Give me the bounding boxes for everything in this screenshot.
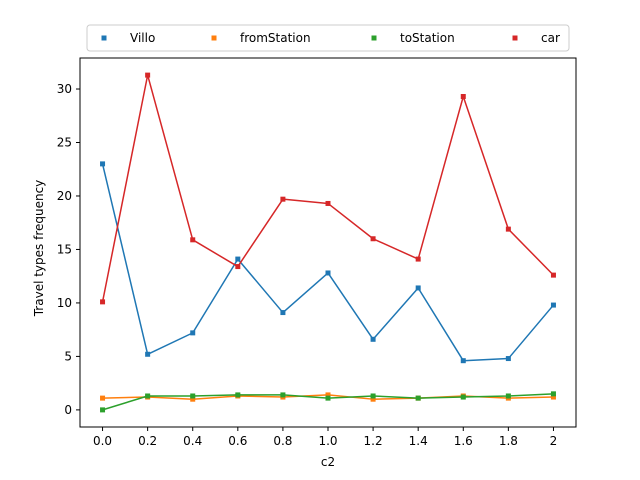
data-point-villo [280,310,286,316]
data-point-tostation [460,394,466,400]
legend-label-tostation: toStation [400,31,455,45]
data-point-car [100,299,106,305]
data-point-car [280,196,286,202]
data-point-villo [190,330,196,336]
plot-frame [79,57,577,428]
data-point-car [415,256,421,262]
data-point-fromstation [325,392,331,398]
plot-area [79,57,577,428]
data-point-tostation [550,391,556,397]
x-tick-label: 2 [550,434,558,448]
x-tick-label: 0.6 [228,434,247,448]
data-point-tostation [280,392,286,398]
y-tick-label: 25 [57,135,72,149]
data-point-car [550,272,556,278]
data-point-villo [100,161,106,167]
legend-label-villo: Villo [130,31,155,45]
data-point-villo [550,302,556,308]
legend-marker-tostation [371,35,377,41]
y-axis: 0 5 10 15 20 25 30 [57,82,80,417]
data-point-car [505,226,511,232]
data-point-car [370,236,376,242]
legend-label-car: car [541,31,560,45]
y-tick-label: 10 [57,296,72,310]
x-tick-label: 1.0 [318,434,337,448]
data-point-tostation [190,393,196,399]
x-tick-label: 0.2 [138,434,157,448]
data-point-fromstation [100,395,106,401]
data-point-tostation [370,393,376,399]
x-axis: 0.0 0.2 0.4 0.6 0.8 1.0 1.2 1.4 1.6 1.8 2 [93,427,557,448]
data-point-villo [415,285,421,291]
data-point-tostation [325,395,331,401]
series-tostation [100,391,556,413]
legend-label-fromstation: fromStation [240,31,311,45]
legend-box [86,24,570,52]
y-axis-label: Travel types frequency [32,180,46,318]
data-point-villo [235,256,241,262]
data-point-car [235,264,241,270]
x-tick-label: 1.4 [409,434,428,448]
x-tick-label: 0.4 [183,434,202,448]
x-axis-label: c2 [321,455,335,469]
data-point-villo [325,270,331,276]
legend-marker-car [512,35,518,41]
data-point-villo [460,358,466,364]
y-tick-label: 15 [57,242,72,256]
data-point-car [325,200,331,206]
legend: Villo fromStation toStation car [86,24,570,52]
data-point-car [145,72,151,78]
data-point-fromstation [370,396,376,402]
data-point-fromstation [550,394,556,400]
legend-marker-villo [101,35,107,41]
data-point-tostation [235,392,241,398]
y-tick-label: 5 [64,349,72,363]
data-point-villo [145,351,151,357]
legend-marker-fromstation [211,35,217,41]
x-tick-label: 1.8 [499,434,518,448]
x-tick-label: 0.0 [93,434,112,448]
y-tick-label: 30 [57,82,72,96]
series-car [100,72,556,305]
data-point-villo [370,336,376,342]
data-point-villo [505,356,511,362]
x-tick-label: 1.2 [364,434,383,448]
data-point-tostation [505,393,511,399]
series-layer [100,72,556,413]
data-point-tostation [100,407,106,413]
data-point-car [190,237,196,243]
data-point-fromstation [190,396,196,402]
x-tick-label: 0.8 [273,434,292,448]
data-point-tostation [415,395,421,401]
data-point-tostation [145,393,151,399]
data-point-car [460,94,466,100]
x-tick-label: 1.6 [454,434,473,448]
y-tick-label: 20 [57,189,72,203]
series-villo [100,161,556,364]
y-tick-label: 0 [64,403,72,417]
